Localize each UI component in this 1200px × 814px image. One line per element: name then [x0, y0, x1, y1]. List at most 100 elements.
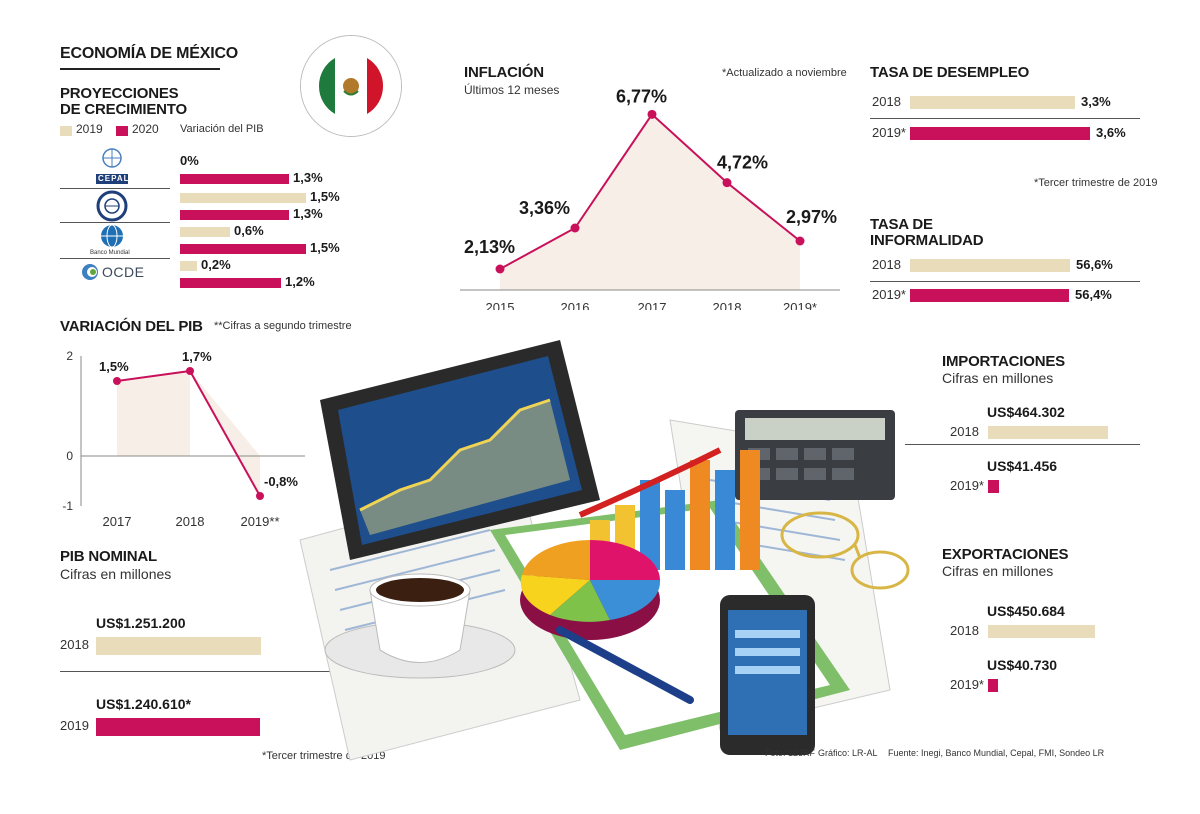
bar-1	[910, 289, 1069, 302]
exportaciones-subtitle: Cifras en millones	[942, 563, 1054, 579]
inflacion-note: *Actualizado a noviembre	[722, 67, 847, 79]
row-divider	[870, 118, 1140, 119]
legend-note: Variación del PIB	[180, 123, 264, 135]
value-label: 56,4%	[1075, 287, 1112, 302]
bar-0	[988, 625, 1095, 638]
value-label-2020: 1,3%	[293, 170, 323, 185]
row-divider	[870, 281, 1140, 282]
exportaciones-title: EXPORTACIONES	[942, 546, 1069, 563]
tablet	[320, 340, 600, 560]
proyecciones-title: PROYECCIONES DE CRECIMIENTO	[60, 85, 187, 118]
bar-0	[96, 637, 261, 655]
page-title: ECONOMÍA DE MÉXICO	[60, 45, 239, 62]
imf-seal-icon	[96, 190, 128, 222]
calculator	[735, 410, 895, 500]
value-label: US$1.251.200	[96, 615, 186, 631]
data-label: 6,77%	[616, 86, 667, 106]
banco-mundial-text: Banco Mundial	[90, 250, 130, 256]
desempleo-note: *Tercer trimestre de 2019	[1034, 177, 1158, 189]
legend-label-2020: 2020	[132, 122, 159, 136]
y-tick-label: -1	[62, 499, 73, 513]
x-tick-label: 2017	[638, 300, 667, 310]
row-divider	[60, 671, 370, 672]
un-emblem-icon	[96, 148, 128, 184]
bar-2019-2	[180, 227, 230, 237]
org-divider	[60, 188, 170, 189]
year-label: 2018	[950, 623, 979, 638]
value-label-2020: 1,2%	[285, 274, 315, 289]
bar-0	[988, 426, 1108, 439]
x-tick-label: 2016	[561, 300, 590, 310]
year-label: 2019*	[950, 478, 984, 493]
cepal-text: CEPAL	[98, 174, 130, 183]
value-label-2019: 0,2%	[201, 257, 231, 272]
year-label: 2018	[872, 257, 901, 272]
bar-2020-2	[180, 244, 306, 254]
data-point	[722, 178, 732, 188]
value-label-2020: 1,3%	[293, 206, 323, 221]
desempleo-title: TASA DE DESEMPLEO	[870, 64, 1030, 81]
x-tick-label: 2017	[103, 514, 132, 529]
ocde-logo: OCDE	[80, 262, 160, 282]
data-point	[495, 264, 505, 274]
cepal-logo: CEPAL	[92, 146, 132, 186]
data-label: 2,13%	[464, 237, 515, 257]
legend-swatch-2020	[116, 126, 128, 136]
row-divider	[905, 444, 1140, 445]
value-label: US$1.240.610*	[96, 696, 191, 712]
bar-1	[96, 718, 260, 736]
data-label: 1,7%	[182, 349, 212, 364]
value-label: US$450.684	[987, 603, 1065, 619]
data-point	[113, 377, 121, 385]
year-label: 2019	[60, 718, 89, 733]
value-label: 3,3%	[1081, 94, 1111, 109]
x-tick-label: 2019*	[783, 300, 817, 310]
coffee-cup	[324, 573, 516, 679]
x-tick-label: 2018	[713, 300, 742, 310]
bar-0	[910, 96, 1075, 109]
value-label-2019: 1,5%	[310, 189, 340, 204]
value-label: US$41.456	[987, 458, 1058, 474]
ocde-mark-icon	[82, 264, 98, 280]
mexico-flag-badge	[300, 35, 402, 137]
year-label: 2018	[950, 424, 979, 439]
value-label: US$464.302	[987, 404, 1065, 420]
pib-nominal-title: PIB NOMINAL	[60, 548, 157, 565]
bar-1	[988, 679, 998, 692]
smartphone	[720, 595, 815, 755]
variacion-pib-chart: 2 0 -1 1,5% 2017 1,7% 2018 -0,8% 2019**	[62, 349, 305, 529]
variacion-pib-note: **Cifras a segundo trimestre	[214, 320, 352, 332]
globe-icon	[101, 224, 123, 248]
fmi-logo	[96, 190, 128, 222]
title-underline	[60, 68, 220, 70]
pie-chart-model	[520, 540, 661, 640]
bar-2019-3	[180, 261, 197, 271]
importaciones-subtitle: Cifras en millones	[942, 370, 1054, 386]
y-tick-label: 2	[66, 349, 73, 363]
year-label: 2019*	[950, 677, 984, 692]
data-point	[647, 109, 657, 119]
x-tick-label: 2015	[486, 300, 515, 310]
data-label: 2,97%	[786, 207, 837, 227]
bar-1	[910, 127, 1090, 140]
mexico-flag-icon	[301, 36, 401, 136]
year-label: 2018	[60, 637, 89, 652]
variacion-pib-title: VARIACIÓN DEL PIB	[60, 318, 203, 335]
importaciones-title: IMPORTACIONES	[942, 353, 1065, 370]
value-label-2019: 0%	[180, 153, 199, 168]
value-label: 3,6%	[1096, 125, 1126, 140]
credit-fuente: Fuente: Inegi, Banco Mundial, Cepal, FMI…	[888, 748, 1105, 758]
value-label: 56,6%	[1076, 257, 1113, 272]
y-tick-label: 0	[66, 449, 73, 463]
pen	[556, 626, 694, 704]
bar-2020-1	[180, 210, 289, 220]
org-divider	[60, 258, 170, 259]
legend-label-2019: 2019	[76, 122, 103, 136]
bar-2020-0	[180, 174, 289, 184]
credit-grafico: Gráfico: LR-AL	[818, 748, 878, 758]
x-tick-label: 2019**	[240, 514, 279, 529]
year-label: 2019*	[872, 287, 906, 302]
x-tick-label: 2018	[176, 514, 205, 529]
inflacion-chart: 2,13% 2015 3,36% 2016 6,77% 2017 4,72% 2018 2,97…	[460, 86, 840, 310]
pib-nominal-subtitle: Cifras en millones	[60, 566, 172, 582]
